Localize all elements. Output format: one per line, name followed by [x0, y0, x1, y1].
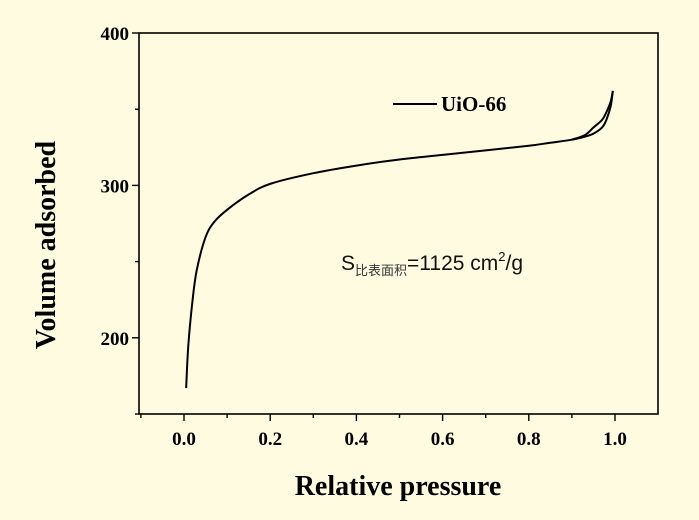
series-layer — [185, 90, 614, 389]
x-axis-title: Relative pressure — [295, 471, 502, 502]
x-tick-label: 0.6 — [431, 429, 455, 450]
series-line-adsorption — [185, 90, 614, 389]
axes: 0.0 0.2 0.4 0.6 0.8 1.0 200 300 400 — [101, 24, 659, 450]
y-tick-label: 400 — [101, 24, 130, 45]
x-tick-label: 0.0 — [172, 429, 196, 450]
x-tick-label: 1.0 — [603, 429, 627, 450]
surface-area-annotation: S比表面积=1125 cm2/g — [341, 249, 523, 279]
y-axis-title: Volume adsorbed — [31, 140, 62, 349]
legend: UiO-66 — [393, 92, 506, 116]
x-tick-label: 0.4 — [345, 429, 369, 450]
x-tick-label: 0.8 — [517, 429, 541, 450]
plot-frame — [138, 32, 659, 415]
series-line-desorption — [571, 90, 614, 141]
y-tick-label: 200 — [101, 329, 130, 350]
legend-label-uio-66: UiO-66 — [441, 92, 506, 116]
y-tick-label: 300 — [101, 176, 130, 197]
x-tick-label: 0.2 — [258, 429, 282, 450]
